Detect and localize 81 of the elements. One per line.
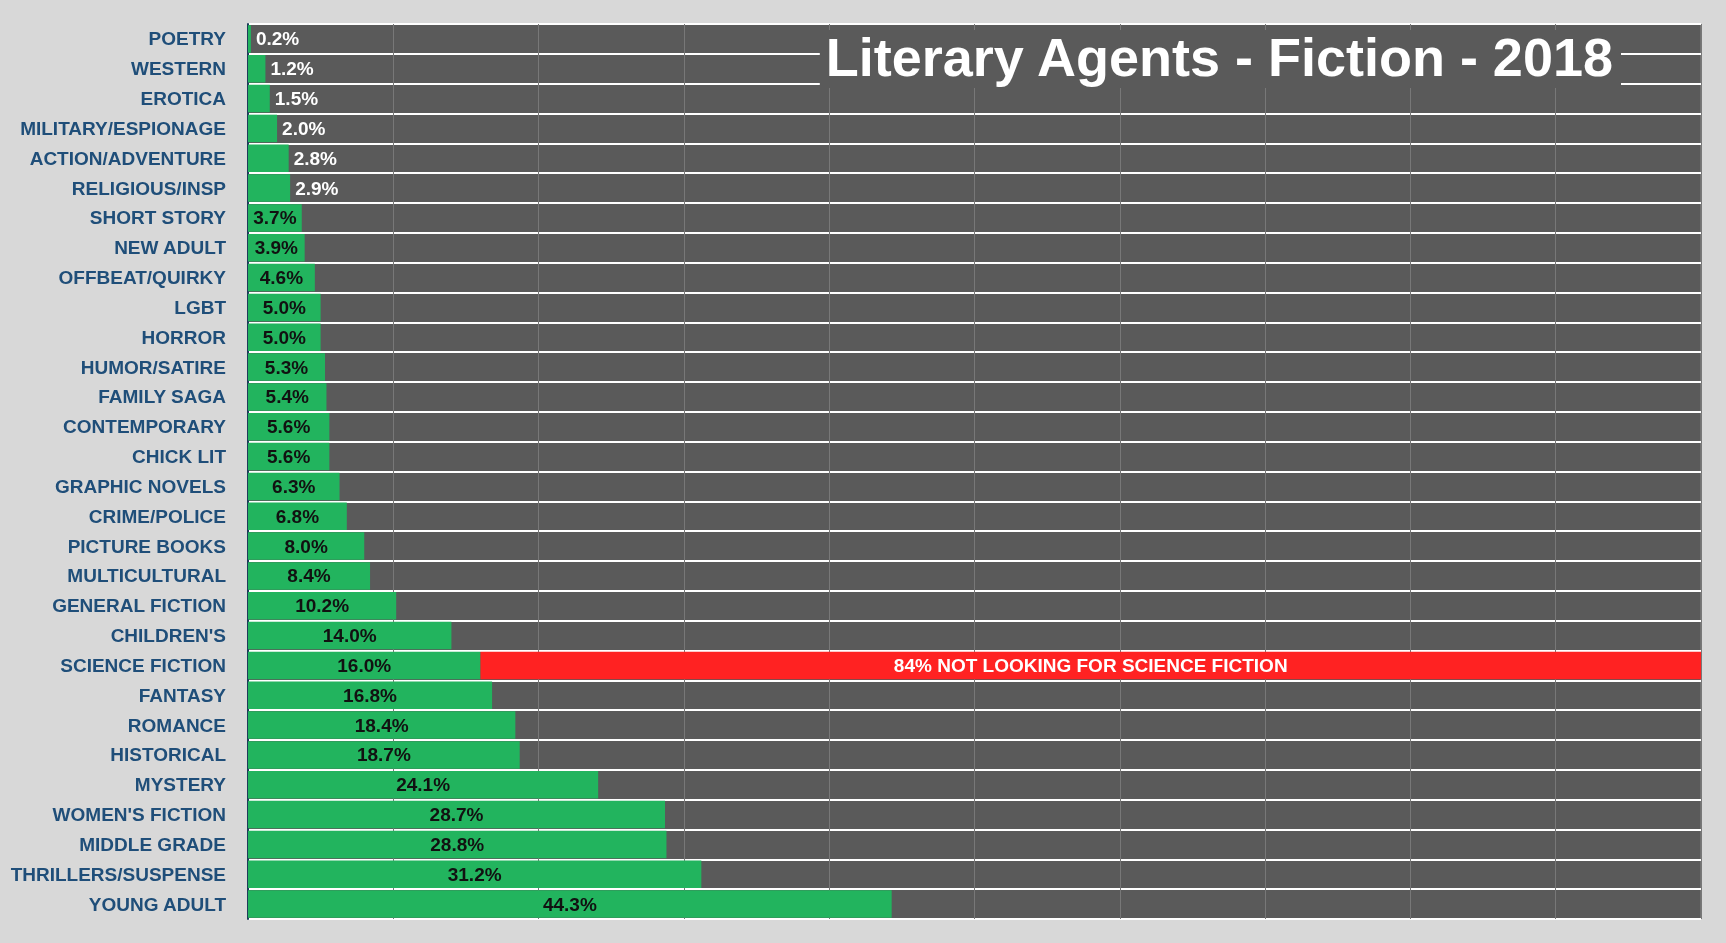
data-label: 28.7% — [429, 804, 484, 826]
chart-title: Literary Agents - Fiction - 2018 — [825, 27, 1614, 87]
data-label: 6.8% — [275, 505, 320, 527]
data-label: 4.6% — [259, 267, 304, 289]
y-tick-label: ACTION/ADVENTURE — [29, 147, 226, 169]
data-label: 18.4% — [354, 714, 409, 736]
data-label: 1.5% — [274, 88, 319, 110]
y-tick-label: CONTEMPORARY — [63, 416, 227, 438]
data-label: 5.4% — [265, 386, 309, 408]
data-label: 2.0% — [282, 117, 326, 139]
data-label: 5.3% — [264, 356, 309, 378]
bar — [248, 621, 452, 650]
data-label: 5.6% — [267, 446, 311, 468]
data-label: 28.8% — [430, 833, 485, 855]
y-tick-label: WOMEN'S FICTION — [52, 804, 226, 826]
bar — [248, 25, 251, 53]
y-tick-label: WESTERN — [131, 58, 226, 80]
y-tick-label: CRIME/POLICE — [88, 505, 226, 527]
data-label: 2.8% — [293, 147, 338, 169]
y-tick-label: HUMOR/SATIRE — [80, 356, 226, 378]
data-label: 5.6% — [267, 416, 311, 438]
bar — [248, 651, 481, 680]
y-tick-label: FAMILY SAGA — [98, 386, 227, 408]
data-label: 5.0% — [262, 296, 307, 318]
bar — [248, 800, 666, 829]
data-label: 16.8% — [343, 684, 398, 706]
y-tick-label: CHICK LIT — [132, 446, 227, 468]
data-label: 84% NOT LOOKING FOR SCIENCE FICTION — [893, 654, 1288, 676]
y-tick-label: MULTICULTURAL — [67, 565, 227, 587]
data-label: 8.4% — [287, 565, 331, 587]
y-tick-label: LGBT — [174, 296, 227, 318]
bar — [248, 681, 493, 709]
y-tick-label: SCIENCE FICTION — [60, 654, 226, 676]
y-tick-label: HORROR — [141, 326, 227, 348]
data-label: 10.2% — [295, 595, 350, 617]
data-label: 1.2% — [270, 58, 314, 80]
data-label: 44.3% — [542, 893, 597, 915]
bar — [480, 651, 1701, 680]
data-label: 31.2% — [447, 863, 502, 885]
data-label: 3.9% — [254, 237, 299, 259]
bar — [248, 830, 667, 859]
y-tick-label: OFFBEAT/QUIRKY — [58, 267, 227, 289]
y-tick-label: YOUNG ADULT — [88, 893, 227, 915]
y-tick-label: EROTICA — [140, 88, 227, 110]
y-tick-label: FANTASY — [138, 684, 227, 706]
y-tick-label: THRILLERS/SUSPENSE — [10, 863, 226, 885]
data-label: 14.0% — [322, 625, 377, 647]
data-label: 0.2% — [255, 28, 300, 50]
data-label: 16.0% — [337, 654, 392, 676]
bar — [248, 144, 289, 172]
y-tick-label: POETRY — [148, 28, 227, 50]
y-tick-label: SHORT STORY — [89, 207, 227, 229]
y-tick-label: GENERAL FICTION — [52, 595, 226, 617]
y-tick-label: CHILDREN'S — [110, 625, 226, 647]
y-tick-label: NEW ADULT — [114, 237, 227, 259]
y-tick-label: MILITARY/ESPIONAGE — [20, 117, 226, 139]
data-label: 18.7% — [356, 744, 411, 766]
y-tick-label: PICTURE BOOKS — [67, 535, 226, 557]
data-label: 5.0% — [262, 326, 307, 348]
bar — [248, 562, 371, 590]
bar — [248, 771, 599, 799]
y-tick-label: ROMANCE — [127, 714, 226, 736]
y-tick-label: MYSTERY — [134, 774, 227, 796]
bar — [248, 741, 520, 769]
bar — [248, 711, 516, 739]
data-label: 6.3% — [272, 475, 316, 497]
bar — [248, 55, 266, 83]
data-label: 2.9% — [295, 177, 339, 199]
y-tick-label: GRAPHIC NOVELS — [54, 475, 226, 497]
bar — [248, 174, 291, 202]
y-tick-label: HISTORICAL — [110, 744, 227, 766]
data-label: 24.1% — [396, 774, 451, 796]
bar — [248, 890, 892, 918]
y-tick-label: MIDDLE GRADE — [79, 833, 226, 855]
bar — [248, 860, 702, 888]
bar — [248, 532, 365, 560]
bar — [248, 114, 278, 143]
bar — [248, 84, 270, 113]
data-label: 8.0% — [284, 535, 328, 557]
y-tick-label: RELIGIOUS/INSP — [71, 177, 227, 199]
data-label: 3.7% — [253, 207, 297, 229]
